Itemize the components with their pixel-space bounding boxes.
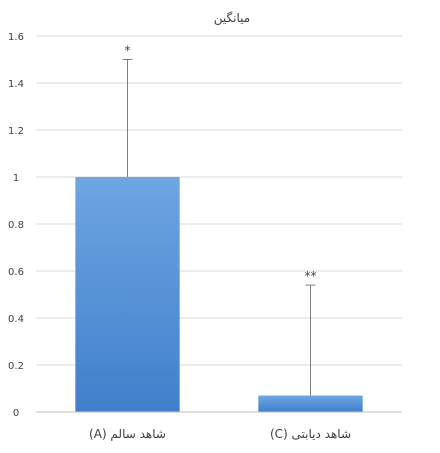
bars	[75, 177, 363, 412]
x-tick-label: شاهد سالم (A)	[89, 427, 166, 441]
x-axis-tick-labels: شاهد سالم (A) شاهد دیابتی (C)	[89, 427, 351, 441]
y-axis-tick-labels: 0 0.2 0.4 0.6 0.8 1 1.2 1.4 1.6	[8, 32, 24, 419]
y-tick-label: 1.2	[8, 126, 24, 137]
y-tick-label: 1.6	[8, 32, 24, 43]
y-tick-label: 0.4	[8, 314, 24, 325]
chart-title: میانگین	[214, 11, 250, 26]
significance-markers: ***	[125, 44, 317, 284]
bar	[75, 177, 180, 412]
bar	[258, 395, 363, 412]
y-tick-label: 0.2	[8, 361, 24, 372]
y-tick-label: 0.8	[8, 220, 24, 231]
y-tick-label: 1.4	[8, 79, 24, 90]
y-tick-label: 0.6	[8, 267, 24, 278]
significance-marker: *	[125, 44, 131, 58]
significance-marker: **	[305, 269, 317, 283]
y-tick-label: 0	[13, 408, 19, 419]
x-tick-label: شاهد دیابتی (C)	[270, 427, 351, 441]
y-tick-label: 1	[13, 173, 19, 184]
error-bars	[122, 59, 316, 396]
